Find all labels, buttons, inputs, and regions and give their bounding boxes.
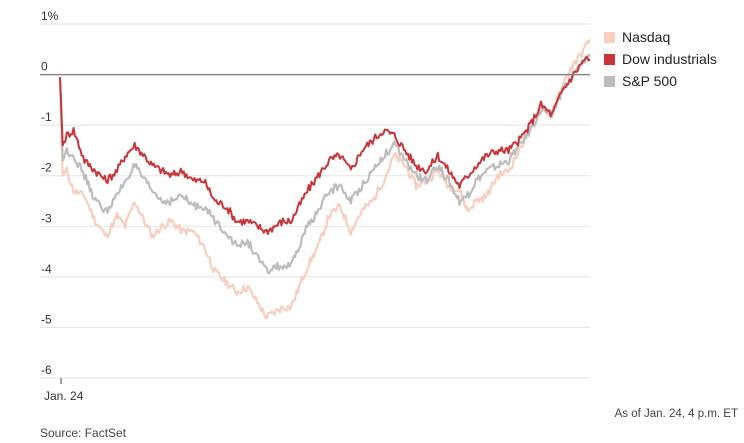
legend-item-sp500: S&P 500 bbox=[604, 70, 717, 92]
series-line-s-p-500 bbox=[58, 53, 591, 275]
legend-label-dow: Dow industrials bbox=[622, 51, 717, 67]
series-lines bbox=[58, 38, 592, 320]
legend-swatch-dow bbox=[604, 53, 615, 65]
y-tick-label: 0 bbox=[41, 60, 48, 74]
y-tick-label: -6 bbox=[41, 363, 52, 377]
y-tick-label: -1 bbox=[41, 110, 52, 124]
grid-lines bbox=[40, 23, 590, 379]
y-axis-tick-labels: 1% 0 -1 -2 -3 -4 -5 -6 bbox=[41, 9, 59, 377]
chart-legend: Nasdaq Dow industrials S&P 500 bbox=[604, 26, 717, 92]
legend-label-sp500: S&P 500 bbox=[622, 73, 678, 89]
y-tick-label: -2 bbox=[41, 161, 52, 175]
legend-swatch-nasdaq bbox=[604, 31, 615, 43]
as-of-note: As of Jan. 24, 4 p.m. ET bbox=[614, 408, 738, 420]
legend-label-nasdaq: Nasdaq bbox=[622, 29, 671, 45]
source-note: Source: FactSet bbox=[40, 426, 127, 440]
y-tick-label: -4 bbox=[41, 262, 52, 276]
legend-swatch-sp500 bbox=[604, 75, 615, 87]
series-line-nasdaq bbox=[58, 38, 592, 320]
y-tick-label: -3 bbox=[41, 211, 52, 225]
legend-item-dow: Dow industrials bbox=[604, 48, 717, 70]
y-tick-label: -5 bbox=[41, 312, 52, 326]
x-axis: Jan. 24 bbox=[44, 378, 84, 403]
x-tick-label: Jan. 24 bbox=[44, 389, 84, 403]
legend-item-nasdaq: Nasdaq bbox=[604, 26, 717, 48]
series-line-dow-industrials bbox=[59, 56, 591, 235]
y-tick-label: 1% bbox=[41, 9, 59, 23]
